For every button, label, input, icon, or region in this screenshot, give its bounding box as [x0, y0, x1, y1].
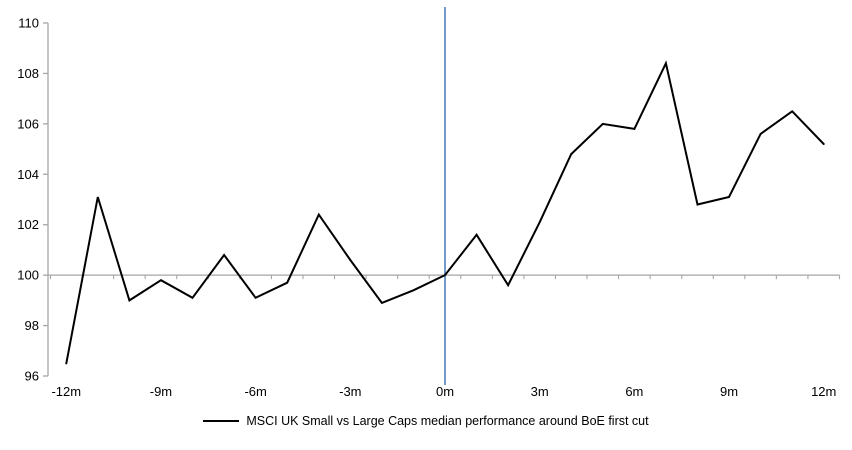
x-axis-label: -6m — [244, 384, 266, 399]
y-axis-label: 96 — [25, 369, 39, 384]
y-axis-label: 106 — [17, 116, 39, 131]
legend: MSCI UK Small vs Large Caps median perfo… — [0, 414, 852, 428]
x-axis-label: 3m — [531, 384, 549, 399]
y-axis-label: 98 — [25, 318, 39, 333]
series-group — [65, 60, 825, 365]
axes-group — [43, 22, 49, 377]
x-axis-label: 0m — [436, 384, 454, 399]
x-axis-label: -12m — [51, 384, 81, 399]
y-axis-label: 104 — [17, 167, 39, 182]
axis-labels-group: 96 98 100 102 104 106 108 110 -12m -9m -6m -3m 0m 3m 6… — [17, 16, 836, 400]
x-axis-label: -3m — [339, 384, 361, 399]
reference-lines-group — [48, 7, 841, 385]
x-axis-label: 12m — [811, 384, 836, 399]
y-axis-label: 100 — [17, 268, 39, 283]
legend-line-swatch — [203, 420, 240, 422]
performance-series-line — [65, 60, 825, 365]
x-axis-label: -9m — [150, 384, 172, 399]
x-axis-label: 9m — [720, 384, 738, 399]
y-axis-label: 108 — [17, 66, 39, 81]
legend-label: MSCI UK Small vs Large Caps median perfo… — [246, 414, 649, 428]
y-axis-label: 102 — [17, 217, 39, 232]
y-axis-label: 110 — [18, 16, 39, 31]
x-axis-label: 6m — [625, 384, 643, 399]
